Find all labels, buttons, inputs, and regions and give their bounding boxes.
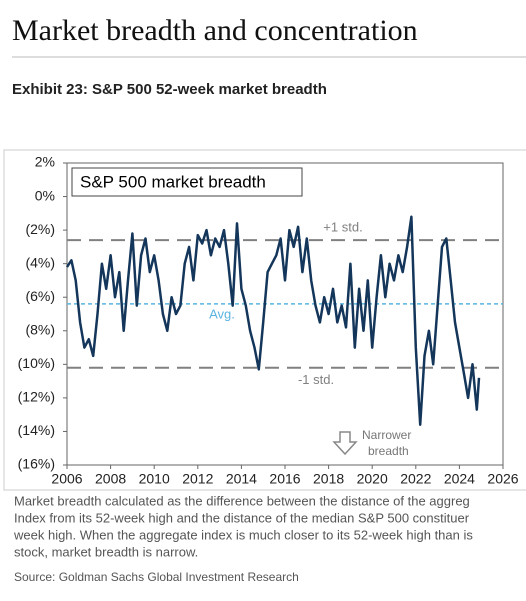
x-tick-label: 2022 (400, 471, 431, 487)
note-line: week high. When the aggregate index is m… (13, 527, 473, 542)
annotation: breadth (368, 444, 409, 458)
x-tick-label: 2026 (487, 471, 518, 487)
y-tick-label: 2% (35, 154, 55, 170)
y-tick-label: (6%) (25, 288, 55, 304)
plot-area (66, 162, 504, 466)
y-tick-label: (4%) (25, 254, 55, 270)
chart-title: S&P 500 market breadth (80, 172, 266, 191)
reference-label: -1 std. (298, 372, 334, 387)
y-tick-label: (16%) (18, 456, 55, 472)
y-tick-label: (2%) (25, 221, 55, 237)
chart-frame (3, 149, 526, 491)
chart-title-box (71, 167, 303, 197)
x-tick-label: 2018 (313, 471, 344, 487)
note-line: Index from its 52-week high and the dist… (14, 510, 470, 525)
x-tick-label: 2006 (51, 471, 82, 487)
y-tick-label: (12%) (18, 389, 55, 405)
x-tick-label: 2008 (95, 471, 126, 487)
x-tick-label: 2014 (226, 471, 257, 487)
y-tick-label: 0% (35, 187, 55, 203)
exhibit-title: Exhibit 23: S&P 500 52-week market bread… (12, 81, 327, 98)
reference-label: Avg. (209, 306, 235, 321)
note-line: Market breadth calculated as the differe… (14, 493, 470, 508)
x-tick-label: 2024 (444, 471, 475, 487)
page-title: Market breadth and concentration (12, 14, 418, 47)
y-tick-label: (10%) (18, 355, 55, 371)
y-tick-label: (14%) (18, 422, 55, 438)
x-tick-label: 2016 (269, 471, 300, 487)
arrow-icon (332, 431, 358, 456)
annotation: Narrower (362, 428, 411, 442)
x-tick-label: 2012 (182, 471, 213, 487)
x-tick-label: 2020 (357, 471, 388, 487)
reference-label: +1 std. (323, 220, 362, 235)
source: Source: Goldman Sachs Global Investment … (14, 570, 299, 584)
note-line: stock, market breadth is narrow. (14, 544, 198, 559)
y-tick-label: (8%) (25, 321, 55, 337)
chart: 2% 0% (2%) (4%) (6%) (8%) (10%) (12%) (14%) (16%)… (18, 154, 519, 487)
x-tick-label: 2010 (139, 471, 170, 487)
data-line (65, 215, 481, 426)
